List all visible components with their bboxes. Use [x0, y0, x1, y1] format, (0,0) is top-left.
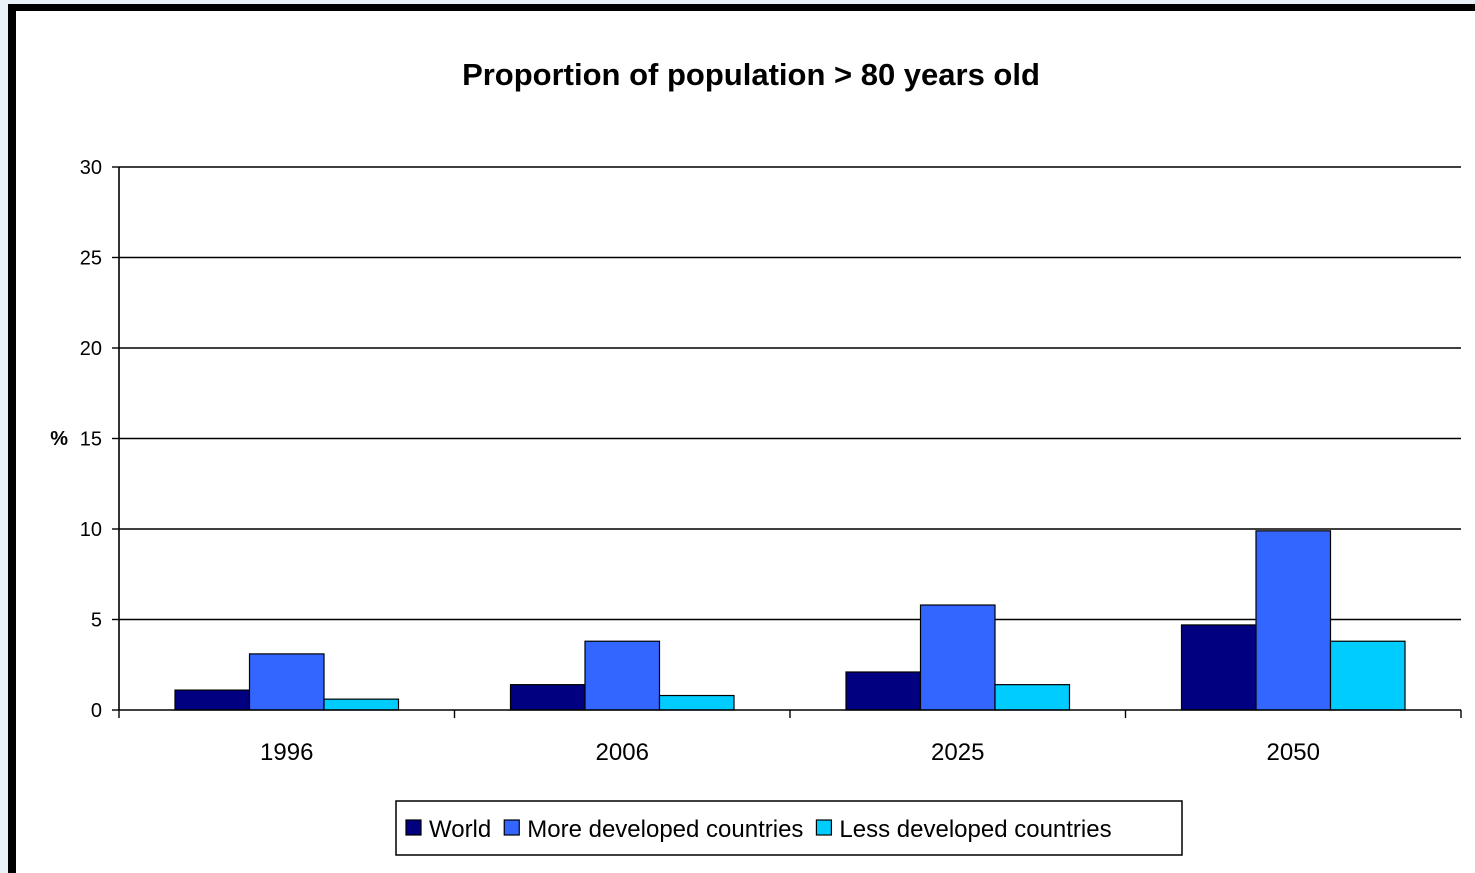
bar: [658, 694, 735, 711]
y-tick-label: 30: [80, 157, 102, 179]
x-category-label: 2025: [931, 739, 984, 766]
legend-box: [395, 800, 1183, 856]
x-category-label: 1996: [260, 739, 313, 766]
y-tick-label: 20: [80, 338, 102, 360]
y-axis-label: %: [50, 428, 68, 450]
bar: [174, 689, 251, 711]
y-tick-label: 5: [91, 610, 102, 632]
legend-swatch: [405, 819, 422, 836]
y-tick-label: 0: [91, 700, 102, 722]
y-tick-label: 10: [80, 519, 102, 541]
y-tick-label: 15: [80, 429, 102, 451]
gridlines: [119, 166, 1461, 621]
legend-swatch: [815, 819, 833, 836]
bar: [994, 684, 1071, 711]
bar: [584, 640, 661, 711]
bar: [509, 684, 586, 711]
legend: World More developed countries Less develo…: [395, 800, 1183, 856]
bar: [323, 698, 400, 711]
bar: [1255, 530, 1332, 711]
y-tick-label: 25: [80, 248, 102, 270]
x-category-label: 2006: [596, 739, 649, 766]
bar: [1180, 624, 1257, 711]
legend-label: Less developed countries: [839, 816, 1111, 843]
x-category-label: 2050: [1267, 739, 1320, 766]
legend-swatch: [503, 819, 520, 836]
chart-title: Proportion of population > 80 years old: [462, 57, 1040, 92]
bar: [919, 604, 996, 711]
bar: [248, 653, 325, 711]
legend-label: World: [429, 816, 491, 843]
bar: [1329, 640, 1406, 711]
bar: [845, 671, 922, 711]
bars: [174, 530, 1406, 711]
legend-label: More developed countries: [527, 816, 803, 843]
